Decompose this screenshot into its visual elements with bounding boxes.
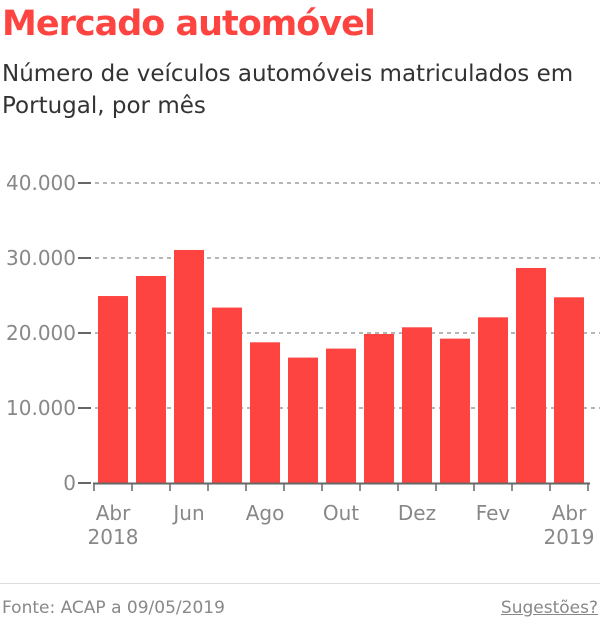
- bar: [136, 276, 166, 483]
- bar: [250, 342, 280, 483]
- x-tick-label: 2019: [544, 525, 595, 549]
- suggestions-link[interactable]: Sugestões?: [500, 598, 598, 618]
- bar: [402, 327, 432, 483]
- x-tick-label: Dez: [398, 501, 436, 525]
- x-tick-label: Fev: [476, 501, 511, 525]
- footer-divider: [0, 583, 600, 584]
- x-tick-label: 2018: [88, 525, 139, 549]
- bar: [326, 348, 356, 483]
- bar: [440, 338, 470, 483]
- chart-title: Mercado automóvel: [2, 4, 376, 44]
- bar: [98, 296, 128, 483]
- source-note: Fonte: ACAP a 09/05/2019: [2, 598, 225, 618]
- x-tick-label: Jun: [171, 501, 204, 525]
- x-tick-label: Ago: [246, 501, 285, 525]
- bar: [478, 317, 508, 483]
- bar: [554, 297, 584, 483]
- y-tick-label: 20.000: [6, 321, 76, 345]
- y-tick-label: 30.000: [6, 246, 76, 270]
- x-tick-label: Abr: [552, 501, 587, 525]
- bar: [212, 307, 242, 483]
- y-tick-label: 0: [63, 471, 76, 495]
- y-tick-label: 40.000: [6, 171, 76, 195]
- bar: [364, 333, 394, 483]
- bar: [516, 267, 546, 483]
- y-tick-label: 10.000: [6, 396, 76, 420]
- chart-subtitle: Número de veículos automóveis matriculad…: [2, 61, 574, 119]
- bar: [288, 357, 318, 483]
- x-tick-label: Out: [323, 501, 359, 525]
- x-tick-label: Abr: [96, 501, 131, 525]
- bar: [174, 249, 204, 483]
